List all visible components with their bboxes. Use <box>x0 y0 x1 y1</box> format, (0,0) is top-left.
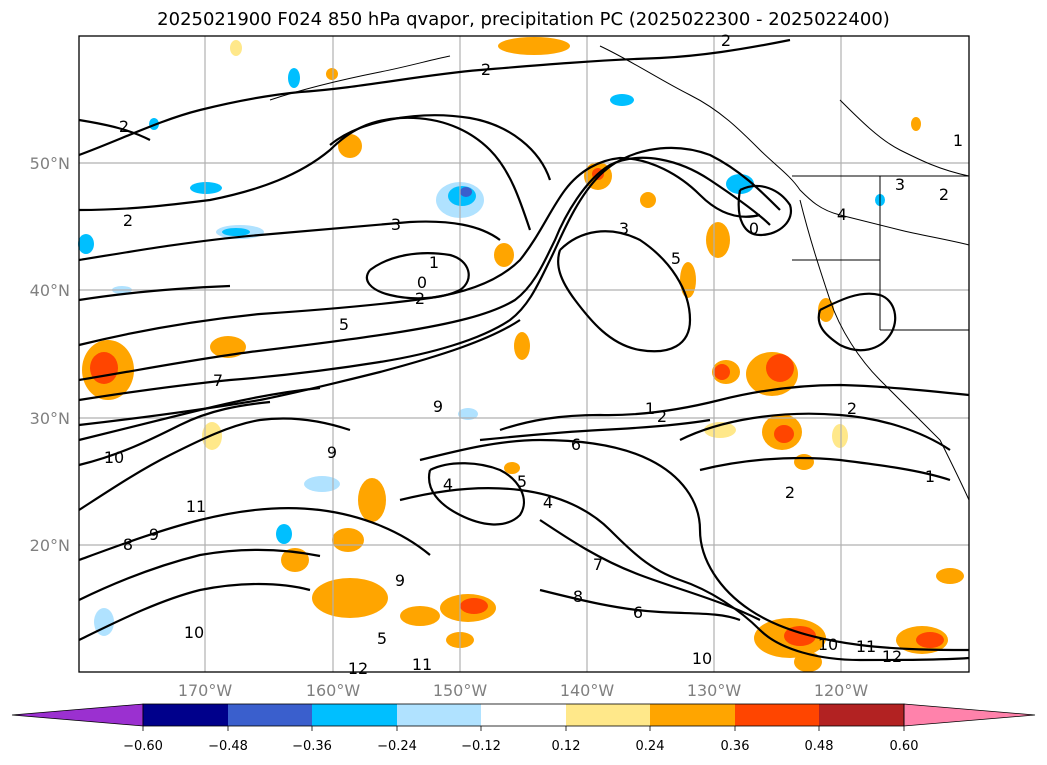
colorbar-tick-label: −0.24 <box>377 739 417 754</box>
map-title: 2025021900 F024 850 hPa qvapor, precipit… <box>157 9 890 30</box>
graticule <box>79 36 969 672</box>
contour-label: 9 <box>149 525 159 544</box>
colorbar-extend-high <box>903 703 1036 727</box>
contour-label: 4 <box>443 475 453 494</box>
colorbar: −0.60 −0.48 −0.36 −0.24 −0.12 0.12 0.24 … <box>11 703 1036 754</box>
lat-tick-label: 50°N <box>30 154 70 173</box>
contour-lines <box>78 38 970 662</box>
contour-label: 5 <box>671 249 681 268</box>
colorbar-tick-label: 0.12 <box>552 739 581 754</box>
contour-label: 11 <box>856 637 876 656</box>
contour-label: 5 <box>377 629 387 648</box>
contour-label: 7 <box>213 371 223 390</box>
colorbar-tick-label: −0.36 <box>292 739 332 754</box>
colorbar-tick-label: 0.48 <box>805 739 834 754</box>
contour-label: 0 <box>417 273 427 292</box>
contour-label-group: 2 2 2 2 3 1 0 2 5 3 5 0 4 1 2 9 10 11 9 … <box>104 31 963 678</box>
contour-label: 9 <box>327 443 337 462</box>
colorbar-tick-label: 0.24 <box>636 739 665 754</box>
contour-label: 2 <box>785 483 795 502</box>
map-panel: 2 2 2 2 3 1 0 2 5 3 5 0 4 1 2 9 10 11 9 … <box>78 31 970 678</box>
contour-label: 2 <box>657 407 667 426</box>
contour-label: 2 <box>123 211 133 230</box>
contour-label: 10 <box>818 635 838 654</box>
contour-label: 8 <box>573 587 583 606</box>
colorbar-segment <box>143 704 228 726</box>
lon-tick-label: 160°W <box>306 681 361 700</box>
colorbar-tick-label: 0.60 <box>890 739 919 754</box>
lon-tick-label: 140°W <box>560 681 615 700</box>
contour-label: 3 <box>895 175 905 194</box>
contour-label: 11 <box>412 655 432 674</box>
contour-label: 0 <box>749 219 759 238</box>
contour-label: 4 <box>837 205 847 224</box>
contour-label: 10 <box>184 623 204 642</box>
contour-label: 7 <box>593 555 603 574</box>
lon-tick-label: 130°W <box>687 681 742 700</box>
colorbar-segment <box>566 704 650 726</box>
contour-label: 1 <box>953 131 963 150</box>
lon-tick-labels: 170°W 160°W 150°W 140°W 130°W 120°W <box>178 681 869 700</box>
colorbar-segment <box>735 704 819 726</box>
contour-label: 12 <box>348 659 368 678</box>
contour-label: 3 <box>391 215 401 234</box>
contour-label: 9 <box>395 571 405 590</box>
colorbar-tick-label: −0.60 <box>123 739 163 754</box>
colorbar-segment <box>312 704 397 726</box>
lon-tick-label: 120°W <box>814 681 869 700</box>
lat-tick-label: 40°N <box>30 281 70 300</box>
contour-label: 1 <box>645 399 655 418</box>
colorbar-tick-label: −0.48 <box>208 739 248 754</box>
lon-tick-label: 150°W <box>433 681 488 700</box>
contour-label: 9 <box>433 397 443 416</box>
colorbar-tick-label: 0.36 <box>721 739 750 754</box>
lat-tick-label: 30°N <box>30 409 70 428</box>
contour-label: 2 <box>721 31 731 50</box>
contour-label: 6 <box>571 435 581 454</box>
contour-label: 2 <box>847 399 857 418</box>
contour-label: 4 <box>543 493 553 512</box>
contour-label: 3 <box>619 219 629 238</box>
colorbar-segment <box>819 704 904 726</box>
colorbar-tick-label: −0.12 <box>461 739 501 754</box>
colorbar-segment <box>397 704 481 726</box>
contour-label: 1 <box>429 253 439 272</box>
contour-label: 10 <box>104 448 124 467</box>
colorbar-extend-low <box>11 703 144 727</box>
contour-label: 6 <box>633 603 643 622</box>
lat-tick-label: 20°N <box>30 536 70 555</box>
contour-label: 1 <box>925 467 935 486</box>
contour-label: 12 <box>882 647 902 666</box>
lat-tick-labels: 50°N 40°N 30°N 20°N <box>30 154 70 555</box>
colorbar-segment <box>481 704 566 726</box>
lon-tick-label: 170°W <box>178 681 233 700</box>
contour-label: 5 <box>339 315 349 334</box>
contour-label: 5 <box>517 472 527 491</box>
contour-label: 11 <box>186 497 206 516</box>
colorbar-segment <box>228 704 312 726</box>
contour-label: 2 <box>119 117 129 136</box>
colorbar-segment <box>650 704 735 726</box>
contour-label: 8 <box>123 535 133 554</box>
contour-label: 10 <box>692 649 712 668</box>
contour-label: 2 <box>415 289 425 308</box>
contour-label: 2 <box>939 185 949 204</box>
contour-label: 2 <box>481 60 491 79</box>
